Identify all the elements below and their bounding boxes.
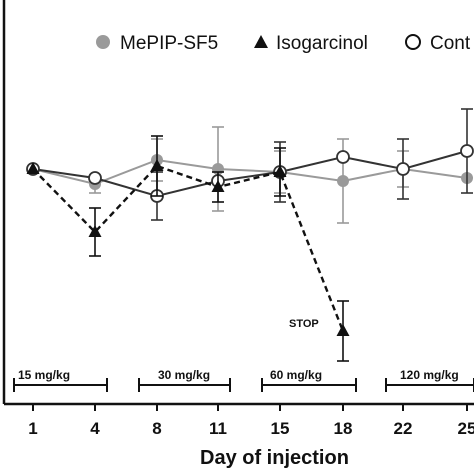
series-line <box>32 150 468 198</box>
data-point <box>336 324 350 336</box>
data-point <box>336 150 350 164</box>
x-tick-label: 15 <box>271 419 290 438</box>
data-point <box>26 162 40 174</box>
legend-label-mepip: MePIP-SF5 <box>120 33 218 54</box>
data-point <box>460 144 474 158</box>
x-tick-label: 4 <box>90 419 100 438</box>
data-point <box>337 175 349 187</box>
legend-label-isogarcinol: Isogarcinol <box>276 33 368 54</box>
x-axis-title: Day of injection <box>200 447 349 469</box>
data-point <box>88 171 102 185</box>
dose-label: 30 mg/kg <box>158 368 210 382</box>
data-point <box>396 162 410 176</box>
series-isogarcinol <box>26 135 350 362</box>
legend-marker-isogarcinol <box>254 35 268 48</box>
legend-marker-mepip <box>96 35 110 49</box>
dose-label: 15 mg/kg <box>18 368 70 382</box>
data-point <box>211 180 225 192</box>
data-point <box>150 159 164 171</box>
dose-label: 60 mg/kg <box>270 368 322 382</box>
x-ticks: 1 4 8 11 15 18 22 25 <box>28 404 474 438</box>
x-tick-label: 11 <box>209 419 227 438</box>
x-tick-label: 22 <box>394 419 413 438</box>
data-point <box>273 165 287 177</box>
x-tick-label: 25 <box>458 419 474 438</box>
x-tick-label: 8 <box>152 419 161 438</box>
dose-label: 120 mg/kg <box>400 368 459 382</box>
series-line <box>32 164 345 332</box>
x-tick-label: 1 <box>28 419 37 438</box>
legend-marker-control <box>405 34 421 50</box>
legend: MePIP-SF5 Isogarcinol Cont <box>96 33 471 54</box>
stop-annotation: STOP <box>289 318 319 330</box>
dose-annotations: 15 mg/kg 30 mg/kg 60 mg/kg 120 mg/kg <box>13 368 474 392</box>
series <box>26 108 474 362</box>
x-tick-label: 18 <box>334 419 353 438</box>
series-control <box>26 108 474 221</box>
data-point <box>88 225 102 237</box>
legend-label-control: Cont <box>430 33 471 54</box>
